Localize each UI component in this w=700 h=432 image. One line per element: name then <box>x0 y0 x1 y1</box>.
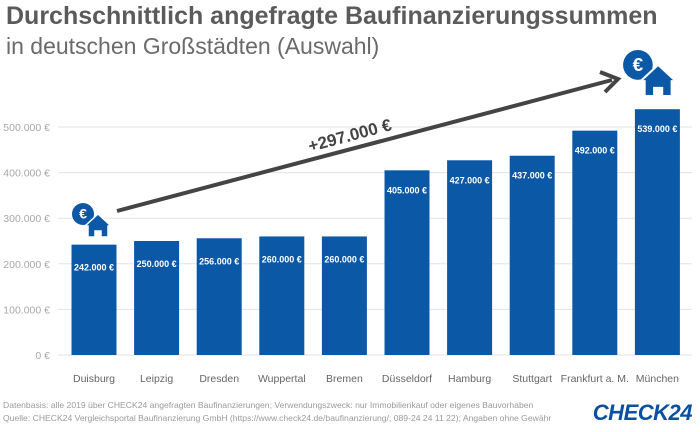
house-shape <box>638 63 679 97</box>
house-shape <box>83 212 113 238</box>
euro-house-icon: € <box>72 203 113 238</box>
euro-house-icon: € <box>623 50 679 97</box>
y-tick-label: 100.000 € <box>3 304 50 316</box>
trend-arrow-line <box>116 78 613 213</box>
bar <box>572 130 618 355</box>
x-tick-label: Wuppertal <box>258 373 306 385</box>
euro-symbol: € <box>79 206 87 222</box>
chart-title: Durchschnittlich angefragte Baufinanzier… <box>6 2 658 30</box>
bar <box>447 160 493 355</box>
x-tick-label: Stuttgart <box>512 373 552 385</box>
y-tick-label: 0 € <box>35 350 50 362</box>
bar <box>509 155 555 355</box>
data-label: 492.000 € <box>575 146 615 156</box>
y-tick-label: 300.000 € <box>3 213 50 225</box>
y-tick-label: 200.000 € <box>3 259 50 271</box>
bar <box>196 238 242 355</box>
bar <box>134 241 180 355</box>
euro-circle <box>72 203 94 225</box>
chart-subtitle: in deutschen Großstädten (Auswahl) <box>6 33 380 59</box>
x-tick-label: Frankfurt a. M. <box>561 373 629 385</box>
footer-data-basis: Datenbasis: alle 2019 über CHECK24 angef… <box>3 400 534 410</box>
data-label: 242.000 € <box>74 263 114 273</box>
data-label: 539.000 € <box>637 124 677 134</box>
data-label: 260.000 € <box>324 254 364 264</box>
bar <box>259 236 305 355</box>
trend-arrow-head <box>599 70 622 94</box>
euro-circle <box>623 50 653 80</box>
data-label: 250.000 € <box>137 259 177 269</box>
bar <box>71 244 117 355</box>
footer-source: Quelle: CHECK24 Vergleichsportal Baufina… <box>3 413 552 423</box>
x-tick-label: Duisburg <box>73 373 115 385</box>
x-tick-label: Dresden <box>199 373 239 385</box>
data-label: 427.000 € <box>450 175 490 185</box>
x-tick-label: München <box>636 373 679 385</box>
bar <box>384 170 430 355</box>
x-tick-label: Bremen <box>326 373 363 385</box>
check24-logo: CHECK24 <box>592 400 693 425</box>
y-tick-label: 500.000 € <box>3 122 50 134</box>
data-label: 437.000 € <box>512 171 552 181</box>
euro-symbol: € <box>633 55 644 76</box>
x-tick-label: Hamburg <box>448 373 491 385</box>
x-tick-label: Leipzig <box>140 373 173 385</box>
bar <box>634 109 680 355</box>
bar <box>321 236 367 355</box>
data-label: 405.000 € <box>387 185 427 195</box>
x-tick-label: Düsseldorf <box>382 373 432 385</box>
y-tick-label: 400.000 € <box>3 168 50 180</box>
data-label: 256.000 € <box>199 256 239 266</box>
data-label: 260.000 € <box>262 254 302 264</box>
